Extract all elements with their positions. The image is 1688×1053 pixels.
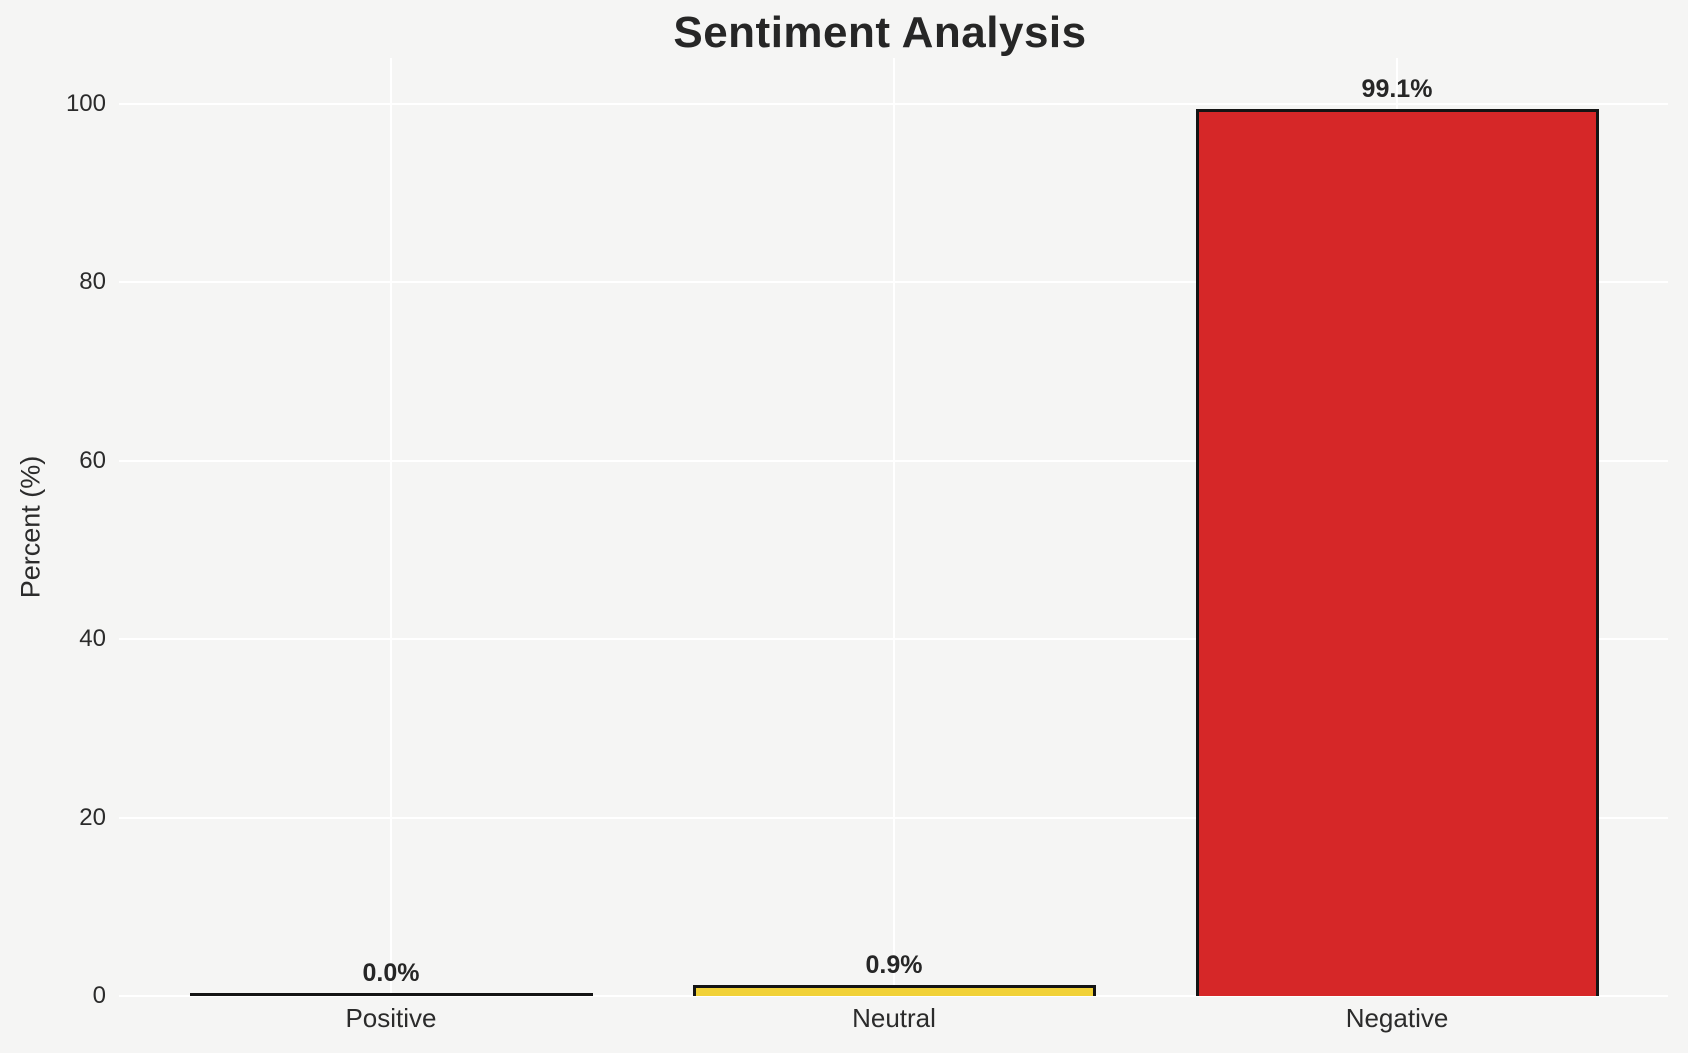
y-gridline (119, 995, 1668, 997)
y-tick-label: 40 (79, 625, 106, 653)
value-label-positive: 0.0% (362, 959, 420, 987)
x-gridline (893, 58, 895, 996)
y-tick-label: 100 (65, 90, 106, 117)
y-tick-label: 80 (79, 268, 106, 296)
chart-title: Sentiment Analysis (673, 8, 1087, 57)
y-axis-label: Percent (%) (15, 455, 46, 599)
x-tick-label-neutral: Neutral (852, 1003, 936, 1033)
value-label-neutral: 0.9% (865, 951, 923, 979)
value-label-negative: 99.1% (1361, 75, 1433, 103)
x-gridline (390, 58, 392, 996)
x-tick-label-positive: Positive (345, 1003, 437, 1033)
y-tick-label: 60 (79, 446, 106, 474)
y-tick-label: 0 (92, 982, 106, 1009)
bar-neutral (692, 985, 1096, 996)
bar-negative (1195, 109, 1599, 996)
bar-positive (189, 993, 593, 996)
y-tick-label: 20 (79, 803, 106, 831)
x-tick-label-negative: Negative (1345, 1003, 1449, 1033)
